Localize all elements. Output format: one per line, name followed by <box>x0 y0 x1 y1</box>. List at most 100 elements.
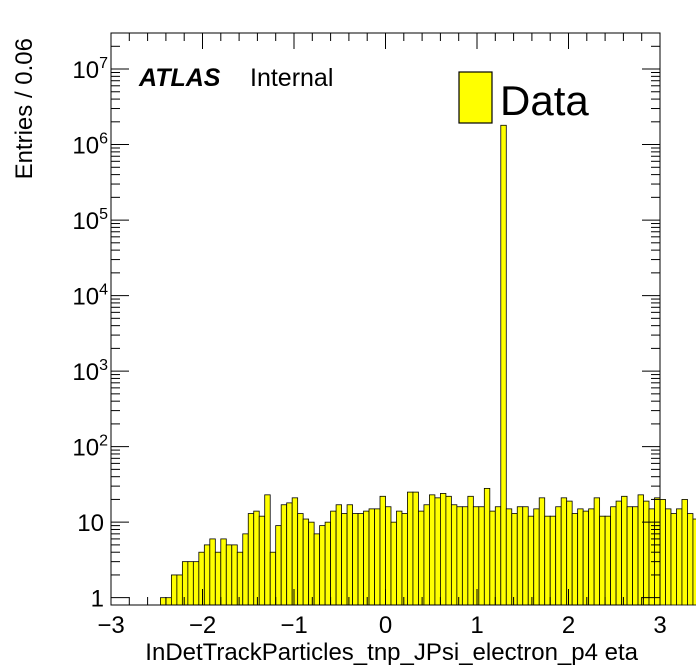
histogram-bar <box>560 497 568 606</box>
legend-swatch <box>458 71 493 124</box>
histogram-bar <box>439 493 447 606</box>
histogram-bar <box>363 510 370 606</box>
histogram-bar <box>319 525 326 606</box>
histogram-bar <box>687 513 694 606</box>
histogram-bar <box>577 508 584 606</box>
histogram-bar <box>626 506 633 606</box>
internal-label: Internal <box>250 64 333 92</box>
x-tick-label: 2 <box>562 612 575 639</box>
histogram-bar <box>302 518 310 606</box>
histogram-bar <box>407 491 414 606</box>
histogram-bar <box>236 551 244 606</box>
x-tick-label: −3 <box>97 612 124 639</box>
histogram-bar <box>247 513 255 606</box>
histogram-bar <box>335 504 342 606</box>
histogram-bar <box>643 500 650 606</box>
histogram-bar <box>160 597 167 606</box>
histogram-bar <box>181 561 189 606</box>
histogram-bar <box>297 513 304 606</box>
histogram-bar <box>220 538 227 606</box>
histogram-bar <box>544 515 551 606</box>
histogram-bar <box>165 597 172 606</box>
histogram-bar <box>511 513 518 606</box>
histogram-bar <box>665 508 672 606</box>
histogram-bar <box>264 494 271 606</box>
histogram-bar <box>621 495 628 606</box>
histogram-bar <box>275 525 282 606</box>
x-tick-label: 0 <box>379 612 392 639</box>
histogram-bar <box>571 513 579 606</box>
histogram-bar <box>467 495 474 606</box>
histogram-bar <box>533 508 540 606</box>
histogram-bar <box>225 544 233 606</box>
y-tick-label: 104 <box>72 282 108 311</box>
histogram-bar <box>599 515 606 606</box>
histogram-bar <box>423 504 430 606</box>
histogram-bar <box>341 513 348 606</box>
histogram-bar <box>396 510 403 606</box>
atlas-label: ATLAS <box>138 64 221 92</box>
histogram-bar <box>483 487 491 606</box>
histogram-bar <box>445 495 452 606</box>
histogram-bar <box>198 551 205 606</box>
x-tick-label: −2 <box>189 612 216 639</box>
histogram-bar <box>434 497 441 606</box>
histogram-bar <box>418 510 425 606</box>
x-tick-label: 3 <box>653 612 666 639</box>
histogram-bar <box>478 506 485 606</box>
histogram-bar <box>516 506 524 606</box>
histogram-bar <box>615 500 622 606</box>
histogram-bar <box>330 510 337 606</box>
histogram-bar <box>654 497 661 606</box>
histogram-bar <box>538 497 546 606</box>
histogram-bar <box>461 506 469 606</box>
histogram-bar <box>412 491 419 606</box>
histogram-bar <box>253 510 260 606</box>
histogram-bar <box>610 506 617 606</box>
x-axis-tick-labels: −3 −2 −1 0 1 2 3 <box>97 612 666 639</box>
histogram-bar <box>357 513 364 606</box>
histogram-bar <box>522 506 529 606</box>
histogram-bar <box>269 551 277 606</box>
histogram-bar <box>450 504 458 606</box>
x-tick-label: 1 <box>470 612 483 639</box>
histogram-bar <box>242 533 249 606</box>
histogram-bar <box>582 510 590 606</box>
histogram-bar <box>170 574 178 606</box>
histogram-bar <box>176 574 183 606</box>
y-tick-label: 102 <box>72 433 108 462</box>
histogram-bar <box>505 508 513 606</box>
histogram-bar <box>489 510 496 606</box>
y-tick-label: 10 <box>77 510 104 537</box>
histogram-bar <box>637 494 644 606</box>
y-axis-tick-labels: 1 10 102 103 104 105 106 107 <box>72 55 108 613</box>
histogram-bar <box>187 561 194 606</box>
histogram-bar <box>681 499 688 606</box>
histogram-bar <box>593 497 601 606</box>
y-axis-ticks <box>111 32 660 599</box>
histogram-bar <box>280 504 288 606</box>
histogram-bar <box>429 494 436 606</box>
histogram-bar <box>588 508 595 606</box>
histogram-bar <box>566 500 573 606</box>
histogram-bar <box>203 544 211 606</box>
histogram-bar <box>286 502 293 606</box>
histogram-bar <box>549 515 557 606</box>
x-axis-ticks <box>110 33 661 605</box>
y-tick-label: 107 <box>72 55 108 84</box>
histogram-bar <box>527 515 535 606</box>
histogram-bar <box>670 513 677 606</box>
histogram-bar <box>231 544 238 606</box>
x-axis-label: InDetTrackParticles_tnp_JPsi_electron_p4… <box>145 639 638 666</box>
histogram-bar <box>214 551 222 606</box>
histogram-bar <box>676 508 683 606</box>
histogram-bar <box>472 506 480 606</box>
histogram-bar <box>313 533 321 606</box>
histogram-bar <box>368 508 375 606</box>
histogram-bar <box>291 497 299 606</box>
histogram-bar <box>632 506 639 606</box>
histogram-bar <box>648 508 655 606</box>
histogram-bar <box>308 521 315 606</box>
histogram-bar <box>258 515 266 606</box>
